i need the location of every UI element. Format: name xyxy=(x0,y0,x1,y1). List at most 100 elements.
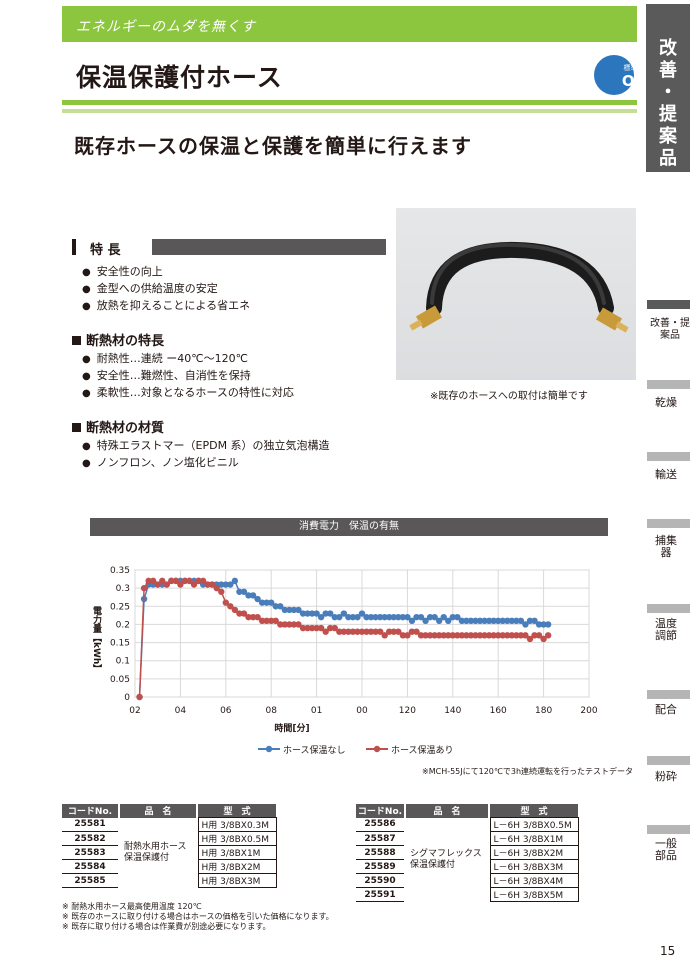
data-point xyxy=(472,632,479,639)
data-point xyxy=(513,632,520,639)
data-point xyxy=(376,613,384,621)
data-point xyxy=(281,606,289,614)
data-point xyxy=(435,632,443,639)
data-point xyxy=(349,613,357,621)
product-name-line: 保温保護付 xyxy=(124,852,170,863)
x-tick-label: 140 xyxy=(444,706,461,716)
data-point xyxy=(381,632,388,639)
data-point xyxy=(349,628,357,635)
data-point xyxy=(195,577,202,585)
data-point xyxy=(535,621,543,628)
data-point xyxy=(163,581,170,588)
header-band: エネルギーのムダを無くす xyxy=(62,6,637,42)
side-tab-drying[interactable] xyxy=(647,380,690,389)
table-row: 25585 H用 3/8BX3M xyxy=(62,873,277,888)
data-point xyxy=(249,613,257,621)
features-heading-text: 特 長 xyxy=(90,243,121,258)
data-point xyxy=(317,624,325,632)
data-point xyxy=(463,617,470,624)
data-point xyxy=(404,613,411,621)
product-name-line: 保温保護付 xyxy=(410,859,456,870)
data-point xyxy=(354,628,361,635)
data-point xyxy=(331,613,338,621)
code-cell: 25585 xyxy=(62,873,118,888)
data-point xyxy=(317,613,325,621)
y-tick-label: 0.3 xyxy=(116,584,130,594)
data-point xyxy=(245,613,252,621)
x-tick-label: 08 xyxy=(265,706,277,716)
table-row: 25589 L－6H 3/8BX3M xyxy=(356,859,579,874)
side-item-conveying[interactable]: 輸送 xyxy=(655,468,677,481)
data-point xyxy=(258,617,266,624)
data-point xyxy=(254,595,261,603)
side-tab-improvement[interactable] xyxy=(647,300,690,309)
y-tick-label: 0.05 xyxy=(110,675,130,685)
title-underline-light xyxy=(62,109,637,113)
y-tick-label: 0.1 xyxy=(116,657,130,667)
data-point xyxy=(186,577,193,585)
data-point xyxy=(531,617,538,624)
side-item-mixing[interactable]: 配合 xyxy=(655,703,677,716)
code-cell: 25583 xyxy=(62,845,118,860)
data-point xyxy=(522,621,529,628)
side-char: 提 xyxy=(659,104,677,125)
data-point xyxy=(463,632,470,639)
side-item-drying[interactable]: 乾燥 xyxy=(655,396,677,409)
data-point xyxy=(495,632,502,639)
data-point xyxy=(440,632,447,639)
heading-fill-bar xyxy=(152,239,386,255)
non-standard-ok-badge: 標準外 OK xyxy=(594,55,646,95)
data-point xyxy=(544,632,552,639)
side-tab-general[interactable] xyxy=(647,825,690,834)
data-point xyxy=(240,588,248,595)
col-header-code: コードNo. xyxy=(356,804,404,818)
side-tab-collector[interactable] xyxy=(647,519,690,528)
side-item-improvement[interactable]: 改善・提案品 xyxy=(650,318,690,341)
hose-illustration xyxy=(409,241,629,333)
x-tick-label: 200 xyxy=(580,706,597,716)
data-point xyxy=(499,632,506,639)
list-item: 柔軟性…対象となるホースの特性に対応 xyxy=(82,385,294,402)
insulation-features-heading-text: 断熱材の特長 xyxy=(86,334,165,349)
data-point xyxy=(449,632,456,639)
side-item-crushing[interactable]: 粉砕 xyxy=(655,770,677,783)
side-tab-mixing[interactable] xyxy=(647,690,690,699)
insulation-material-heading: 断熱材の材質 xyxy=(72,417,164,436)
data-point xyxy=(363,628,370,635)
list-item: ノンフロン、ノン塩化ビニル xyxy=(82,455,330,472)
product-name-line: 耐熱水用ホース xyxy=(124,841,187,852)
side-tab-conveying[interactable] xyxy=(647,452,690,461)
side-item-collector[interactable]: 捕集器 xyxy=(655,534,677,559)
side-item-temperature[interactable]: 温度調節 xyxy=(655,617,677,642)
data-point xyxy=(390,628,397,635)
data-point xyxy=(458,617,466,624)
side-tab-crushing[interactable] xyxy=(647,756,690,765)
power-consumption-chart: 0 0.05 0.1 0.15 0.2 0.25 0.3 0.35 02 04 06 08 01 00 12… xyxy=(91,566,598,756)
data-point xyxy=(413,628,420,635)
data-point xyxy=(504,617,511,624)
side-item-general[interactable]: 一般部品 xyxy=(655,837,677,862)
data-point xyxy=(263,617,270,624)
list-item: 放熱を抑えることによる省エネ xyxy=(82,298,250,315)
side-tab-temperature[interactable] xyxy=(647,604,690,613)
code-cell: 25582 xyxy=(62,831,118,846)
x-tick-label: 02 xyxy=(129,706,140,716)
page-title: 保温保護付ホース xyxy=(76,63,283,92)
data-point xyxy=(535,632,543,639)
spec-cell: H用 3/8BX0.3M xyxy=(197,817,277,832)
side-char: 善 xyxy=(659,60,677,81)
data-point xyxy=(440,613,447,621)
spec-cell: H用 3/8BX1M xyxy=(197,845,277,860)
data-point xyxy=(358,610,366,617)
data-point xyxy=(395,613,402,621)
data-point xyxy=(327,624,334,632)
data-point xyxy=(277,603,284,610)
table-row: 25581 耐熱水用ホース 保温保護付 H用 3/8BX0.3M xyxy=(62,817,277,863)
list-item: 安全性の向上 xyxy=(82,264,250,281)
data-point xyxy=(299,610,307,617)
data-point xyxy=(218,581,225,588)
insulation-material-heading-text: 断熱材の材質 xyxy=(86,421,165,436)
insulation-features-heading: 断熱材の特長 xyxy=(72,330,164,349)
data-point xyxy=(172,577,180,585)
data-point xyxy=(435,617,443,624)
